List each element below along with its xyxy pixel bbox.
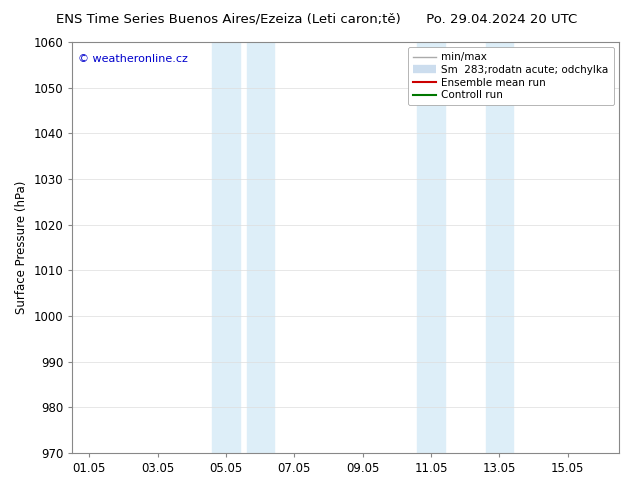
Bar [247,42,274,453]
Bar [417,42,444,453]
Legend: min/max, Sm  283;rodatn acute; odchylka, Ensemble mean run, Controll run: min/max, Sm 283;rodatn acute; odchylka, … [408,47,614,105]
Bar [212,42,240,453]
Y-axis label: Surface Pressure (hPa): Surface Pressure (hPa) [15,181,28,314]
Text: © weatheronline.cz: © weatheronline.cz [78,54,188,64]
Text: ENS Time Series Buenos Aires/Ezeiza (Leti caron;tě)      Po. 29.04.2024 20 UTC: ENS Time Series Buenos Aires/Ezeiza (Let… [56,12,578,25]
Bar [486,42,513,453]
